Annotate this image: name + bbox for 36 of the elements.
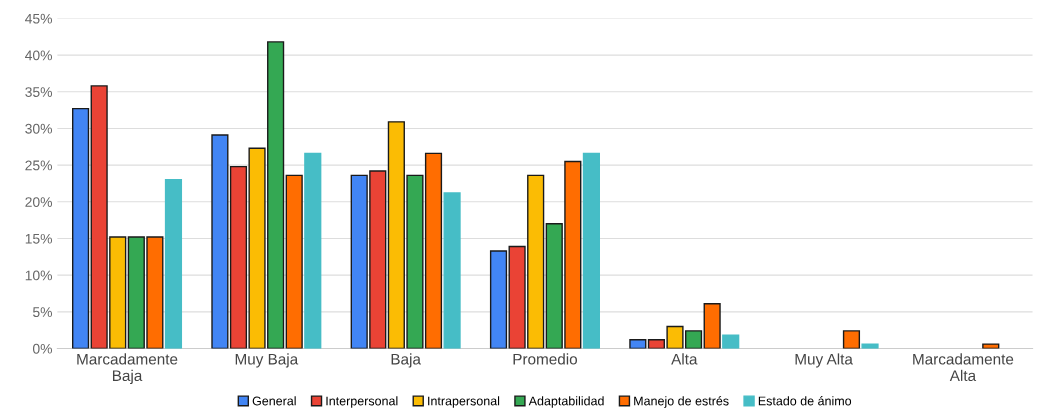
bar [71,107,90,349]
bar [582,152,600,349]
bar [443,192,461,349]
x-tick-label: Muy Alta [795,353,853,368]
y-tick-label: 40% [25,50,53,61]
legend-label: Estado de ánimo [758,396,852,406]
bar [861,343,879,349]
legend-label: General [252,396,296,406]
bar [211,134,229,349]
bar [842,330,861,349]
x-tick-label: Muy Baja [235,353,299,368]
y-tick-label: 25% [25,160,53,171]
x-tick-label: Marcadamente Baja [77,353,178,385]
y-tick-label: 10% [25,270,53,281]
y-tick-label: 0% [32,343,53,354]
bar [304,152,322,349]
bar [982,343,1000,349]
y-tick-label: 35% [25,87,53,97]
y-tick-label: 30% [25,123,53,134]
y-tick-label: 15% [25,233,53,244]
bar [164,179,183,349]
legend-label: Manejo de estrés [634,396,729,408]
x-tick-label: Baja [391,353,421,368]
legend-label: Intrapersonal [428,396,500,408]
bar [285,174,303,349]
legend-label: Interpersonal [326,396,398,408]
bar [703,303,721,349]
y-tick-label: 5% [32,307,53,317]
y-tick-label: 20% [25,197,53,207]
x-tick-label: Promedio [513,353,578,365]
bar [489,250,508,349]
bar [722,334,740,349]
y-tick-label: 45% [25,13,53,24]
legend-label: Adaptabilidad [528,396,604,408]
x-tick-label: Alta [671,353,698,365]
x-tick-label: Marcadamente Alta [913,353,1014,382]
